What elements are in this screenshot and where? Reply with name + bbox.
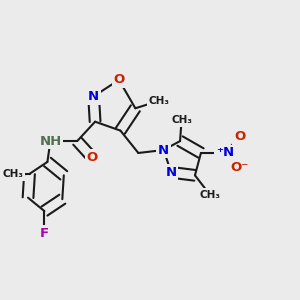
Text: N: N [88,90,99,103]
Text: NH: NH [39,135,62,148]
Text: O: O [86,151,98,164]
Text: F: F [40,227,49,240]
Text: CH₃: CH₃ [200,190,220,200]
Text: O⁻: O⁻ [231,161,249,174]
Text: O: O [234,130,245,143]
Text: N: N [166,166,177,179]
Text: ⁺N: ⁺N [216,146,234,160]
Text: O: O [113,74,124,86]
Text: CH₃: CH₃ [149,96,170,106]
Text: N: N [158,143,169,157]
Text: CH₃: CH₃ [3,169,24,179]
Text: CH₃: CH₃ [171,115,192,125]
